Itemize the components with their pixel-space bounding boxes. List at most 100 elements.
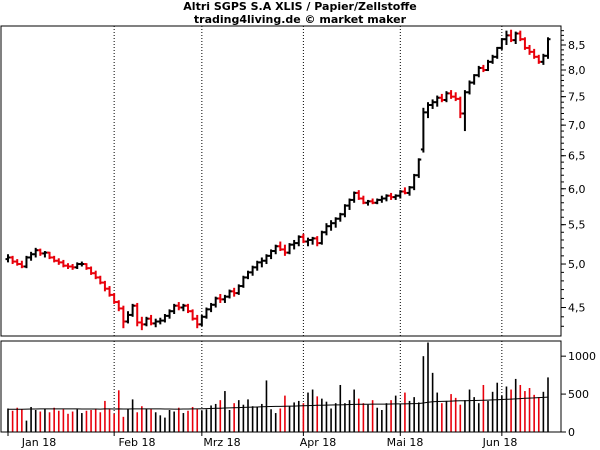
ohlc-bar <box>83 263 89 270</box>
ohlc-bar <box>23 255 29 269</box>
ohlc-bar <box>5 254 11 263</box>
ohlc-bar <box>277 241 283 252</box>
ohlc-bar <box>407 186 413 196</box>
ohlc-bar <box>531 48 537 59</box>
ohlc-bar <box>536 54 542 64</box>
ohlc-bar <box>180 303 186 312</box>
ohlc-bar <box>388 192 394 200</box>
ohlc-bar <box>236 284 242 295</box>
ohlc-bar <box>453 92 459 102</box>
ohlc-bar <box>365 199 371 206</box>
ohlc-bar <box>351 191 357 203</box>
price-y-tick-label: 7,0 <box>568 119 586 132</box>
price-y-tick-label: 6,5 <box>568 150 586 163</box>
ohlc-bar <box>485 59 491 72</box>
ohlc-bar <box>19 260 25 269</box>
ohlc-bar <box>190 309 196 321</box>
ohlc-bar <box>462 90 468 132</box>
ohlc-bar <box>250 265 256 276</box>
ohlc-bar <box>457 96 463 119</box>
ohlc-bar <box>467 80 473 95</box>
ohlc-bar <box>111 293 117 304</box>
ohlc-bar <box>374 198 380 205</box>
ohlc-bar <box>47 251 53 260</box>
ohlc-bar <box>42 251 48 258</box>
ohlc-bar <box>513 31 519 45</box>
volume-panel-frame <box>0 340 562 433</box>
ohlc-bar <box>333 217 339 228</box>
x-tick-label: Jun 18 <box>482 436 518 449</box>
ohlc-bar <box>79 261 85 267</box>
x-tick-label: Jan 18 <box>21 436 56 449</box>
ohlc-bar <box>263 254 269 265</box>
ohlc-bar <box>88 266 94 275</box>
ohlc-bar <box>60 259 66 268</box>
ohlc-bar <box>494 46 500 59</box>
ohlc-bar <box>10 255 16 265</box>
ohlc-bar <box>310 236 316 245</box>
ohlc-bar <box>120 305 126 329</box>
ohlc-bar <box>347 198 353 210</box>
ohlc-bar <box>70 264 76 270</box>
ohlc-bar <box>287 243 293 255</box>
ohlc-bar <box>162 313 168 323</box>
ohlc-bar <box>185 303 191 314</box>
price-y-tick-label: 8,0 <box>568 64 586 77</box>
ohlc-bar <box>14 259 20 266</box>
ohlc-bar <box>125 311 131 324</box>
ohlc-bar <box>37 248 43 256</box>
axes <box>0 25 566 436</box>
chart-title: Altri SGPS S.A XLIS / Papier/Zellstoffe <box>183 0 417 13</box>
ohlc-bar <box>102 280 108 292</box>
price-y-tick-label: 7,5 <box>568 91 586 104</box>
ohlc-bar <box>56 258 62 265</box>
ohlc-bar <box>222 294 228 303</box>
ohlc-bar <box>425 102 431 119</box>
ohlc-bar <box>503 30 509 45</box>
ohlc-bar <box>383 194 389 202</box>
ohlc-bar <box>393 194 399 200</box>
volume-y-tick-label: 1000 <box>568 350 596 363</box>
ohlc-bar <box>439 93 445 103</box>
chart-subtitle: trading4living.de © market maker <box>193 13 407 26</box>
ohlc-bar <box>296 235 302 247</box>
ohlc-bar <box>490 54 496 64</box>
ohlc-bar <box>65 263 71 270</box>
ohlc-bar <box>139 316 145 331</box>
ohlc-bar <box>227 289 233 299</box>
ohlc-bar <box>328 220 334 231</box>
volume-y-tick-label: 500 <box>568 388 589 401</box>
price-y-tick-label: 6,0 <box>568 183 586 196</box>
x-tick-label: Mai 18 <box>387 436 424 449</box>
ohlc-bar <box>319 230 325 245</box>
ohlc-bar <box>448 90 454 99</box>
price-y-tick-label: 5,5 <box>568 219 586 232</box>
ohlc-bar <box>323 223 329 236</box>
x-tick-label: Feb 18 <box>119 436 156 449</box>
ohlc-bar <box>430 99 436 109</box>
ohlc-bar <box>143 316 149 327</box>
x-tick-label: Mrz 18 <box>203 436 240 449</box>
ohlc-bar <box>397 190 403 199</box>
ohlc-bar <box>337 212 343 222</box>
ohlc-bar <box>314 236 320 247</box>
ohlc-bar <box>476 65 482 78</box>
ohlc-bar <box>167 309 173 319</box>
ohlc-bar <box>176 302 182 311</box>
ohlc-bar <box>522 37 528 50</box>
ohlc-bar <box>305 237 311 247</box>
ohlc-bar <box>51 255 57 263</box>
ohlc-bar <box>107 286 113 297</box>
ohlc-bar <box>273 244 279 255</box>
ohlc-bar <box>203 307 209 319</box>
ohlc-bar <box>545 37 551 59</box>
ohlc-bar <box>342 204 348 218</box>
ohlc-bar <box>208 302 214 313</box>
ohlc-bar <box>28 251 34 261</box>
ohlc-bar <box>199 314 205 327</box>
ohlc-bar <box>130 303 136 317</box>
ohlc-bar <box>74 262 80 270</box>
ohlc-bar <box>356 190 362 200</box>
price-bars <box>5 29 551 331</box>
ohlc-bar <box>268 249 274 260</box>
